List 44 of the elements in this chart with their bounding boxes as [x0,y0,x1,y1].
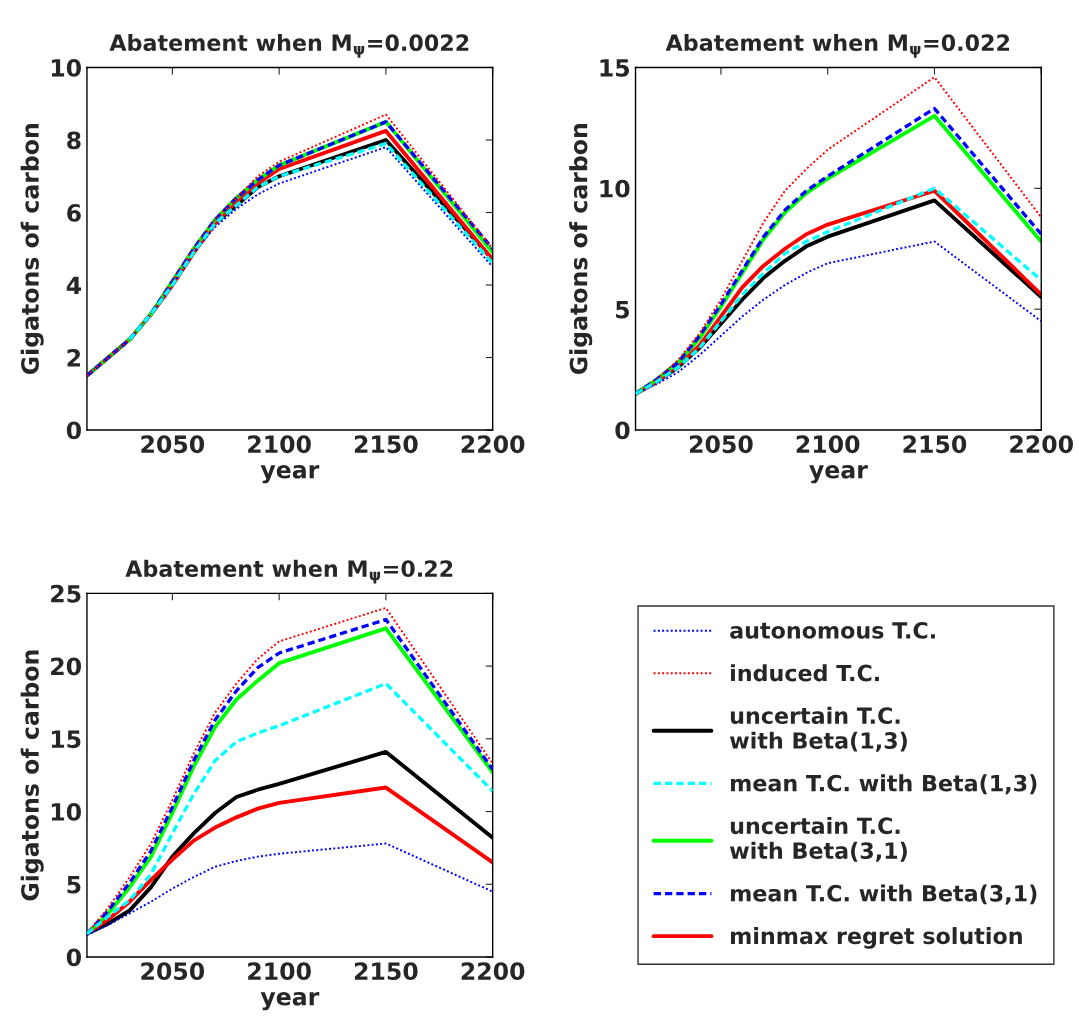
y-tick-label: 20 [51,657,81,676]
chart-title: Abatement when M$_{ψ}$=0.022 [665,33,1010,58]
y-tick-label: 5 [616,300,630,319]
legend-label: induced T.C. [731,664,879,682]
x-tick-label: 2050 [141,435,205,454]
y-tick-label: 10 [51,58,81,77]
x-axis-title: year [260,465,320,484]
y-tick-label: 10 [51,802,81,821]
y-tick-label: 5 [67,876,81,894]
y-tick-label: 4 [66,276,82,294]
x-axis-title: year [809,465,868,484]
x-tick-label: 2150 [354,435,418,454]
y-tick-label: 6 [67,203,81,222]
legend-label: uncertain T.C. with Beta(1,3) [729,706,907,752]
y-tick-label: 0 [66,948,81,967]
legend-label: minmax regret solution [731,927,1022,949]
legend-label: mean T.C. with Beta(3,1) [731,884,1037,905]
x-axis-title: year [260,992,320,1011]
y-tick-label: 15 [51,730,81,749]
chart-title: Abatement when M$_{ψ}$=0.0022 [109,33,469,58]
x-tick-label: 2200 [461,962,525,981]
y-axis-title: Gigatons of carbon [569,124,593,375]
x-tick-label: 2150 [903,435,967,454]
y-tick-label: 25 [51,584,81,603]
y-axis-title: Gigatons of carbon [20,650,44,901]
y-tick-label: 10 [600,179,630,198]
y-tick-label: 8 [67,131,81,150]
x-tick-label: 2050 [141,962,205,981]
x-tick-label: 2200 [1010,435,1073,454]
y-tick-label: 0 [615,421,630,440]
x-tick-label: 2100 [248,435,311,454]
legend-label: autonomous T.C. [730,621,935,639]
x-tick-label: 2100 [796,435,860,454]
legend-label: mean T.C. with Beta(1,3) [731,774,1037,795]
y-tick-label: 0 [66,421,81,440]
chart-title: Abatement when M$_{ψ}$=0.22 [125,559,453,584]
x-tick-label: 2150 [354,962,418,981]
y-tick-label: 2 [67,348,81,367]
legend-label: uncertain T.C. with Beta(3,1) [729,816,907,862]
y-tick-label: 15 [600,59,630,77]
x-tick-label: 2050 [689,435,753,454]
y-axis-title: Gigatons of carbon [20,124,44,375]
x-tick-label: 2100 [248,962,311,981]
x-tick-label: 2200 [461,435,525,454]
